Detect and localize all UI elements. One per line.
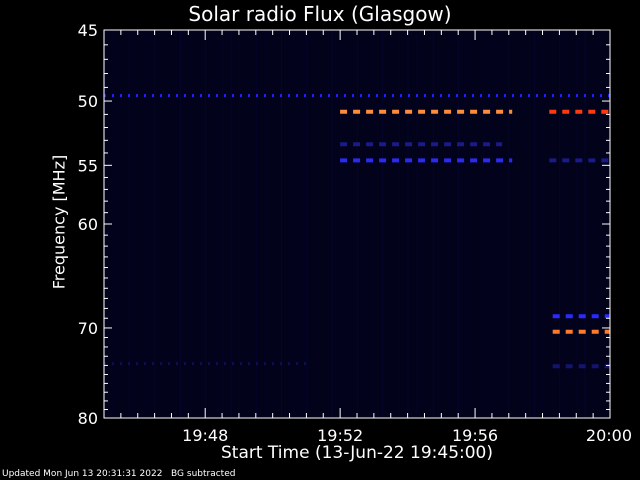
noise-column — [348, 30, 350, 418]
noise-column — [340, 30, 341, 418]
y-tick-label: 50 — [78, 92, 98, 111]
noise-column — [247, 30, 249, 418]
footer-text: Updated Mon Jun 13 20:31:31 2022 BG subt… — [2, 469, 235, 479]
noise-column — [584, 30, 586, 418]
noise-column — [432, 30, 434, 418]
noise-column — [415, 30, 417, 418]
updated-timestamp: Updated Mon Jun 13 20:31:31 2022 — [2, 469, 163, 479]
noise-column — [112, 30, 114, 418]
noise-column — [508, 30, 510, 418]
noise-column — [289, 30, 291, 418]
noise-column — [331, 30, 333, 418]
noise-column — [517, 30, 519, 418]
noise-column — [179, 30, 181, 418]
x-axis-label: Start Time (13-Jun-22 19:45:00) — [221, 443, 493, 463]
noise-column — [272, 30, 274, 418]
noise-column — [474, 30, 476, 418]
noise-column — [281, 30, 282, 418]
noise-column — [154, 30, 156, 418]
noise-column — [542, 30, 544, 418]
noise-column — [491, 30, 493, 418]
noise-column — [323, 30, 325, 418]
x-tick-label: 19:52 — [317, 426, 363, 445]
noise-column — [255, 30, 257, 418]
noise-column — [458, 30, 460, 418]
noise-column — [222, 30, 223, 418]
noise-column — [550, 30, 552, 418]
noise-column — [297, 30, 299, 418]
noise-column — [146, 30, 148, 418]
noise-column — [314, 30, 316, 418]
noise-column — [407, 30, 409, 418]
noise-column — [533, 30, 535, 418]
noise-column — [390, 30, 392, 418]
noise-column — [213, 30, 215, 418]
noise-column — [373, 30, 375, 418]
y-axis-ticks: 45 50 55 60 70 80 — [78, 21, 610, 428]
noise-column — [576, 30, 578, 418]
noise-column — [601, 30, 603, 418]
noise-column — [238, 30, 240, 418]
noise-column — [592, 30, 594, 418]
noise-column — [441, 30, 443, 418]
y-tick-label: 45 — [78, 21, 98, 40]
y-axis-label: Frequency [MHz] — [49, 154, 69, 290]
y-tick-label: 60 — [78, 215, 98, 234]
noise-column — [382, 30, 384, 418]
noise-column — [205, 30, 207, 418]
noise-column — [163, 30, 164, 418]
y-tick-label: 70 — [78, 319, 98, 338]
noise-column — [559, 30, 561, 418]
x-tick-label: 20:00 — [586, 426, 632, 445]
noise-column — [399, 30, 401, 418]
noise-column — [525, 30, 527, 418]
noise-column — [567, 30, 569, 418]
noise-column — [188, 30, 190, 418]
bg-subtracted-note: BG subtracted — [171, 469, 236, 479]
y-tick-label: 55 — [78, 156, 98, 175]
noise-column — [120, 30, 122, 418]
chart-title: Solar radio Flux (Glasgow) — [188, 2, 452, 26]
y-tick-label: 80 — [78, 409, 98, 428]
noise-column — [129, 30, 131, 418]
noise-column — [449, 30, 451, 418]
plot-noise — [104, 30, 603, 418]
noise-column — [196, 30, 198, 418]
noise-column — [306, 30, 308, 418]
x-tick-label: 19:56 — [452, 426, 498, 445]
x-tick-label: 19:48 — [182, 426, 228, 445]
noise-column — [483, 30, 485, 418]
noise-column — [230, 30, 232, 418]
noise-column — [424, 30, 426, 418]
noise-column — [171, 30, 173, 418]
emission-features — [104, 94, 610, 369]
noise-column — [500, 30, 502, 418]
noise-column — [356, 30, 358, 418]
x-axis-ticks: 19:48 19:52 19:56 20:00 — [120, 30, 632, 445]
noise-column — [264, 30, 266, 418]
noise-column — [137, 30, 139, 418]
noise-column — [466, 30, 468, 418]
noise-column — [365, 30, 367, 418]
